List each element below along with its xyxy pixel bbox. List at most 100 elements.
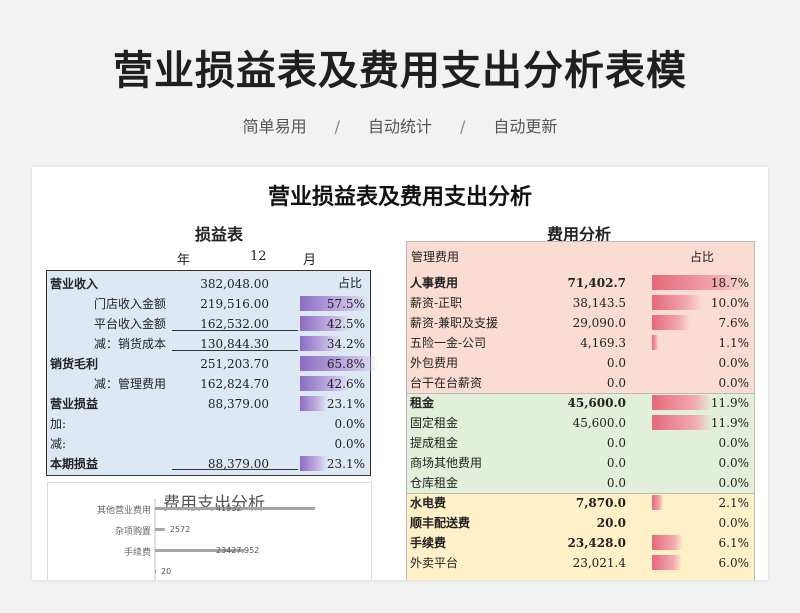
expense-row-pct: 0.0% — [718, 456, 750, 470]
month-value: 12 — [250, 249, 267, 264]
income-ratio-bar — [300, 316, 368, 331]
income-row: 营业收入 382,048.00 — [46, 274, 369, 294]
expense-row-label: 商场其他费用 — [410, 456, 483, 470]
expense-ratio-bar — [652, 415, 752, 430]
expense-row: 仓库租金 0.0 0.0% — [406, 473, 753, 493]
expense-row-label: 水电费 — [410, 496, 447, 510]
tag-auto-update: 自动更新 — [493, 117, 558, 136]
tagline: 简单易用 / 自动统计 / 自动更新 — [0, 113, 800, 137]
expense-ratio-bar — [652, 315, 752, 330]
expense-row: 手续费 23,428.0 6.1% — [406, 533, 753, 553]
income-row-value: 162,824.70 — [200, 377, 269, 391]
expense-row-pct: 18.7% — [710, 276, 749, 290]
sum-underline — [172, 330, 298, 331]
expense-ratio-bar — [652, 335, 752, 350]
tag-separator: / — [334, 117, 340, 136]
expense-row-value: 23,021.4 — [572, 556, 626, 570]
expense-row-pct: 11.9% — [710, 396, 749, 410]
income-row-pct: 23.1% — [326, 397, 365, 411]
income-row: 减：管理费用 162,824.70 42.6% — [46, 374, 369, 394]
income-row-label: 减：管理费用 — [94, 377, 167, 391]
expense-row-pct: 6.0% — [718, 556, 750, 570]
income-ratio-bar — [300, 296, 368, 311]
expense-ratio-bar — [652, 555, 752, 570]
expense-ratio-header: 占比 — [690, 250, 715, 264]
expense-ratio-bar — [652, 495, 752, 510]
expense-row-value: 0.0 — [606, 476, 626, 490]
expense-row-value: 38,143.5 — [572, 296, 626, 310]
expense-row: 商场其他费用 0.0 0.0% — [406, 453, 753, 473]
expense-row-pct: 2.1% — [718, 496, 750, 510]
income-ratio-bar — [300, 456, 368, 471]
mini-chart-value-label: 23427.952 — [216, 546, 259, 555]
income-row-value: 251,203.70 — [200, 357, 269, 371]
expense-row: 水电费 7,870.0 2.1% — [406, 493, 753, 513]
expense-row: 五险一金-公司 4,169.3 1.1% — [406, 333, 753, 353]
expense-row: 外包费用 0.0 0.0% — [406, 353, 753, 373]
income-row-value: 88,379.00 — [207, 397, 269, 411]
tag-auto-stats: 自动统计 — [367, 117, 432, 136]
expense-row-value: 0.0 — [606, 356, 626, 370]
sum-underline — [172, 350, 298, 351]
expense-row-value: 20.0 — [596, 516, 626, 530]
mini-chart-value-label: 2572 — [170, 525, 190, 534]
income-row: 加: 0.0% — [46, 414, 369, 434]
expense-row-label: 手续费 — [410, 536, 447, 550]
sheet-title: 营业损益表及费用支出分析 — [267, 184, 532, 210]
expense-row-pct: 0.0% — [718, 516, 750, 530]
expense-ratio-bar — [652, 395, 752, 410]
expense-row-pct: 1.1% — [718, 336, 750, 350]
expense-row-label: 提成租金 — [410, 436, 459, 450]
tag-easy: 简单易用 — [242, 117, 307, 136]
spreadsheet-preview: 营业损益表及费用支出分析 损益表 年 12 月 占比 营业收入 382,048.0… — [32, 167, 768, 580]
mini-chart-bar — [155, 528, 165, 531]
sum-underline — [172, 469, 298, 470]
expense-row-pct: 10.0% — [710, 296, 749, 310]
expense-row-value: 0.0 — [606, 376, 626, 390]
income-ratio-bar — [300, 396, 368, 411]
income-row-pct: 34.2% — [326, 337, 365, 351]
expense-row-value: 71,402.7 — [567, 276, 626, 290]
income-row: 本期损益 88,379.00 23.1% — [46, 454, 369, 474]
income-row-pct: 57.5% — [326, 297, 365, 311]
income-row-pct: 0.0% — [334, 417, 366, 431]
income-row-label: 减：销货成本 — [94, 337, 167, 351]
expense-row-label: 外卖平台 — [410, 556, 459, 570]
income-row-pct: 42.5% — [326, 317, 365, 331]
income-row-value: 130,844.30 — [200, 337, 269, 351]
expense-row-pct: 11.9% — [710, 416, 749, 430]
income-row: 门店收入金额 219,516.00 57.5% — [46, 294, 369, 314]
expense-row-label: 租金 — [410, 396, 435, 410]
year-label: 年 — [177, 253, 191, 268]
income-ratio-bar — [300, 376, 368, 391]
expense-row-pct: 0.0% — [718, 356, 750, 370]
expense-ratio-bar — [652, 535, 752, 550]
expense-row: 租金 45,600.0 11.9% — [406, 393, 753, 413]
mini-chart-category: 手续费 — [124, 546, 151, 558]
mini-chart-svg: 其他营业费用 41932 杂项购置 2572 手续费 23427.952 20 — [97, 499, 315, 580]
expense-row-label: 薪资-正职 — [410, 296, 463, 310]
expense-row-label: 顺丰配送费 — [410, 516, 471, 530]
income-title: 损益表 — [195, 225, 244, 244]
expense-row-value: 29,090.0 — [572, 316, 626, 330]
expense-row: 外卖平台 23,021.4 6.0% — [406, 553, 753, 573]
expense-row-label: 外包费用 — [410, 356, 459, 370]
expense-row: 固定租金 45,600.0 11.9% — [406, 413, 753, 433]
income-row-label: 本期损益 — [50, 457, 99, 471]
income-row-label: 营业损益 — [50, 397, 99, 411]
expense-row-value: 4,169.3 — [580, 336, 626, 350]
expense-row: 薪资-兼职及支援 29,090.0 7.6% — [406, 313, 753, 333]
expense-row: 顺丰配送费 20.0 0.0% — [406, 513, 753, 533]
expense-row-value: 7,870.0 — [575, 496, 626, 510]
expense-row-pct: 0.0% — [718, 436, 750, 450]
mini-chart-bar — [155, 507, 315, 510]
income-ratio-bar — [300, 336, 368, 351]
month-label: 月 — [303, 253, 317, 268]
expense-row-value: 45,600.0 — [572, 416, 626, 430]
income-row: 营业损益 88,379.00 23.1% — [46, 394, 369, 414]
expense-row-pct: 7.6% — [718, 316, 750, 330]
income-row-value: 219,516.00 — [200, 297, 269, 311]
expense-head-label: 管理费用 — [411, 250, 460, 264]
expense-ratio-bar — [652, 295, 752, 310]
expense-row-label: 人事费用 — [410, 276, 459, 290]
